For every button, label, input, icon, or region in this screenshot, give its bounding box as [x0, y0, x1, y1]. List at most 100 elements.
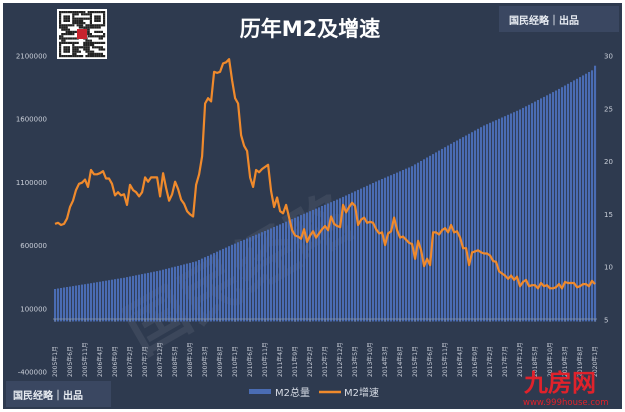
m2-bar [96, 282, 99, 322]
right-axis-tick-label: 15 [604, 211, 613, 219]
m2-bar [207, 255, 210, 322]
legend-label-m2-growth: M2增速 [344, 386, 379, 399]
m2-bar [102, 281, 105, 322]
right-axis-tick-label: 10 [604, 264, 613, 272]
x-tick-label: 2010年11月 [261, 342, 269, 377]
m2-bar [546, 95, 549, 322]
m2-bar [270, 228, 273, 322]
m2-bar [558, 88, 561, 322]
left-axis-tick-label: 1100000 [16, 179, 47, 187]
m2-bar [69, 286, 72, 322]
m2-bar [507, 114, 510, 322]
x-tick-label: 2017年12月 [516, 342, 524, 377]
m2-bar [576, 78, 579, 322]
x-tick-label: 2005年11月 [81, 342, 89, 377]
left-axis-tick-label: 1600000 [16, 116, 47, 124]
m2-bar [405, 168, 408, 322]
m2-bar [57, 288, 60, 322]
m2-bar [582, 75, 585, 322]
x-tick-label: 2011年9月 [291, 346, 299, 377]
m2-bar [318, 207, 321, 322]
m2-bar [351, 192, 354, 322]
m2-bar [72, 286, 75, 322]
m2-bar [285, 221, 288, 322]
m2-bar [375, 181, 378, 322]
m2-bar [306, 212, 309, 322]
m2-bar [531, 103, 534, 322]
m2-bar [579, 77, 582, 322]
m2-bar [483, 125, 486, 322]
m2-bar [555, 90, 558, 322]
m2-bar [591, 70, 594, 322]
m2-bar [477, 128, 480, 322]
m2-bar [501, 117, 504, 322]
m2-bar [75, 285, 78, 322]
right-axis-tick-label: 20 [604, 158, 613, 166]
m2-bar [459, 138, 462, 322]
m2-bar [216, 251, 219, 322]
m2-bar [312, 209, 315, 322]
m2-chart: 国民经略 2005年1月2005年6月2005年11月2006年4月2006年9… [6, 6, 619, 408]
m2-bar [393, 173, 396, 322]
site-logo: 九房网 www.999house.com [523, 369, 609, 408]
m2-bar [99, 281, 102, 322]
m2-bar [231, 244, 234, 322]
m2-growth-line [54, 58, 596, 290]
m2-bar [144, 273, 147, 322]
m2-bars [54, 65, 597, 322]
m2-bar [561, 87, 564, 322]
x-tick-label: 2007年12月 [156, 342, 164, 377]
x-tick-label: 2019年3月 [561, 346, 569, 377]
x-tick-label: 2016年9月 [471, 346, 479, 377]
left-axis-tick-label: 2100000 [16, 53, 47, 61]
qr-code [57, 9, 107, 59]
m2-bar [420, 161, 423, 322]
chart-title: 历年M2及增速 [240, 17, 381, 41]
m2-bar [471, 132, 474, 322]
m2-bar [165, 268, 168, 322]
legend-label-m2-total: M2总量 [275, 386, 310, 399]
m2-bar [123, 277, 126, 322]
right-axis-tick-label: 30 [604, 53, 613, 61]
m2-bar [315, 208, 318, 322]
x-tick-label: 2014年8月 [396, 346, 404, 377]
m2-bar [60, 288, 63, 322]
m2-bar [288, 220, 291, 322]
m2-bar [342, 196, 345, 322]
x-tick-label: 2020年1月 [591, 346, 599, 377]
m2-bar [81, 284, 84, 322]
m2-bar [363, 187, 366, 322]
chart-canvas: 国民经略 2005年1月2005年6月2005年11月2006年4月2006年9… [3, 3, 622, 409]
m2-bar [333, 200, 336, 322]
x-tick-label: 2008年10月 [186, 342, 194, 377]
m2-bar [192, 262, 195, 322]
m2-bar [585, 73, 588, 322]
m2-bar [468, 133, 471, 322]
m2-bar [348, 194, 351, 322]
site-url-text: www.999house.com [523, 398, 609, 408]
m2-bar [171, 267, 174, 322]
m2-bar [537, 100, 540, 322]
m2-bar [249, 237, 252, 322]
right-axis-tick-label: 5 [604, 317, 608, 325]
site-logo-text: 九房网 [523, 369, 596, 397]
m2-bar [588, 72, 591, 322]
m2-bar [489, 122, 492, 322]
m2-bar [438, 150, 441, 322]
x-tick-label: 2012年12月 [336, 342, 344, 377]
m2-bar [84, 284, 87, 322]
m2-bar [450, 143, 453, 322]
m2-bar [255, 234, 258, 322]
m2-bar [528, 104, 531, 322]
m2-bar [522, 107, 525, 322]
m2-bar [498, 118, 501, 322]
m2-bar [486, 124, 489, 322]
x-tick-label: 2017年7月 [501, 346, 509, 377]
m2-bar [303, 213, 306, 322]
x-tick-label: 2012年7月 [321, 346, 329, 377]
m2-bar [66, 287, 69, 322]
m2-bar [258, 233, 261, 322]
m2-bar [261, 232, 264, 322]
right-axis: 30 25 20 15 10 5 [604, 53, 613, 325]
m2-bar [93, 282, 96, 322]
